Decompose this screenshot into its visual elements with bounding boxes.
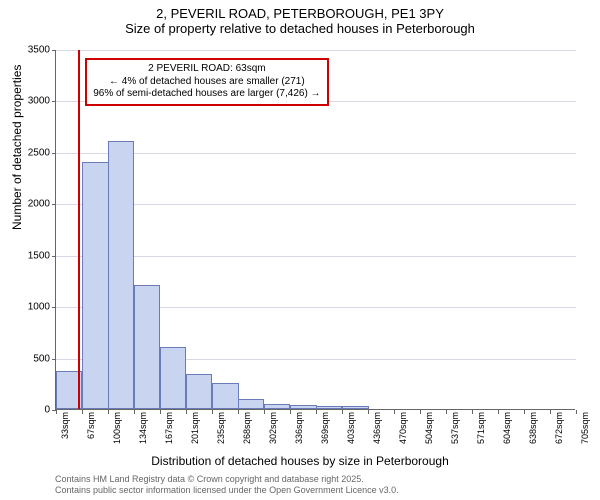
ytick-label: 1000 <box>10 302 50 313</box>
xtick-label: 705sqm <box>580 412 590 444</box>
xtick-mark <box>238 410 239 414</box>
xtick-label: 235sqm <box>216 412 226 444</box>
x-axis-label: Distribution of detached houses by size … <box>0 454 600 468</box>
xtick-label: 134sqm <box>138 412 148 444</box>
ytick-label: 2500 <box>10 147 50 158</box>
chart-title-line1: 2, PEVERIL ROAD, PETERBOROUGH, PE1 3PY <box>0 6 600 21</box>
chart-title-block: 2, PEVERIL ROAD, PETERBOROUGH, PE1 3PY S… <box>0 0 600 36</box>
xtick-mark <box>550 410 551 414</box>
xtick-mark <box>576 410 577 414</box>
footnote: Contains HM Land Registry data © Crown c… <box>55 474 399 496</box>
annotation-box: 2 PEVERIL ROAD: 63sqm← 4% of detached ho… <box>85 58 328 106</box>
histogram-bar <box>290 405 316 409</box>
histogram-bar <box>316 406 342 409</box>
ytick-mark <box>52 153 56 154</box>
footnote-line2: Contains public sector information licen… <box>55 485 399 496</box>
histogram-bar <box>134 285 160 409</box>
xtick-mark <box>160 410 161 414</box>
xtick-label: 268sqm <box>242 412 252 444</box>
chart-area: 050010001500200025003000350033sqm67sqm10… <box>55 50 575 410</box>
xtick-label: 604sqm <box>502 412 512 444</box>
histogram-bar <box>82 162 108 409</box>
xtick-label: 672sqm <box>554 412 564 444</box>
xtick-mark <box>498 410 499 414</box>
xtick-label: 33sqm <box>60 412 70 439</box>
xtick-mark <box>342 410 343 414</box>
xtick-mark <box>446 410 447 414</box>
gridline <box>56 50 576 51</box>
histogram-bar <box>160 347 186 409</box>
plot-area: 050010001500200025003000350033sqm67sqm10… <box>55 50 575 410</box>
ytick-label: 3500 <box>10 45 50 56</box>
xtick-mark <box>186 410 187 414</box>
xtick-label: 504sqm <box>424 412 434 444</box>
xtick-mark <box>212 410 213 414</box>
xtick-mark <box>524 410 525 414</box>
xtick-label: 537sqm <box>450 412 460 444</box>
xtick-mark <box>82 410 83 414</box>
xtick-mark <box>134 410 135 414</box>
xtick-label: 369sqm <box>320 412 330 444</box>
xtick-label: 638sqm <box>528 412 538 444</box>
ytick-label: 2000 <box>10 199 50 210</box>
xtick-label: 100sqm <box>112 412 122 444</box>
ytick-mark <box>52 256 56 257</box>
reference-line <box>78 50 80 409</box>
xtick-mark <box>316 410 317 414</box>
ytick-mark <box>52 204 56 205</box>
xtick-mark <box>420 410 421 414</box>
annotation-line: 96% of semi-detached houses are larger (… <box>93 88 320 101</box>
ytick-label: 1500 <box>10 250 50 261</box>
histogram-bar <box>342 406 368 409</box>
histogram-bar <box>264 404 290 409</box>
xtick-label: 336sqm <box>294 412 304 444</box>
ytick-label: 0 <box>10 405 50 416</box>
xtick-label: 571sqm <box>476 412 486 444</box>
xtick-label: 201sqm <box>190 412 200 444</box>
annotation-line: 2 PEVERIL ROAD: 63sqm <box>93 63 320 76</box>
ytick-mark <box>52 50 56 51</box>
ytick-mark <box>52 101 56 102</box>
ytick-label: 500 <box>10 353 50 364</box>
xtick-label: 302sqm <box>268 412 278 444</box>
ytick-label: 3000 <box>10 96 50 107</box>
histogram-bar <box>108 141 134 409</box>
xtick-mark <box>394 410 395 414</box>
histogram-bar <box>212 383 238 409</box>
xtick-mark <box>472 410 473 414</box>
xtick-label: 436sqm <box>372 412 382 444</box>
xtick-mark <box>264 410 265 414</box>
xtick-label: 403sqm <box>346 412 356 444</box>
footnote-line1: Contains HM Land Registry data © Crown c… <box>55 474 399 485</box>
xtick-mark <box>56 410 57 414</box>
histogram-bar <box>186 374 212 409</box>
chart-title-line2: Size of property relative to detached ho… <box>0 21 600 36</box>
histogram-bar <box>238 399 264 409</box>
xtick-mark <box>290 410 291 414</box>
xtick-label: 67sqm <box>86 412 96 439</box>
annotation-line: ← 4% of detached houses are smaller (271… <box>93 76 320 89</box>
ytick-mark <box>52 307 56 308</box>
ytick-mark <box>52 359 56 360</box>
xtick-label: 167sqm <box>164 412 174 444</box>
xtick-label: 470sqm <box>398 412 408 444</box>
xtick-mark <box>368 410 369 414</box>
xtick-mark <box>108 410 109 414</box>
